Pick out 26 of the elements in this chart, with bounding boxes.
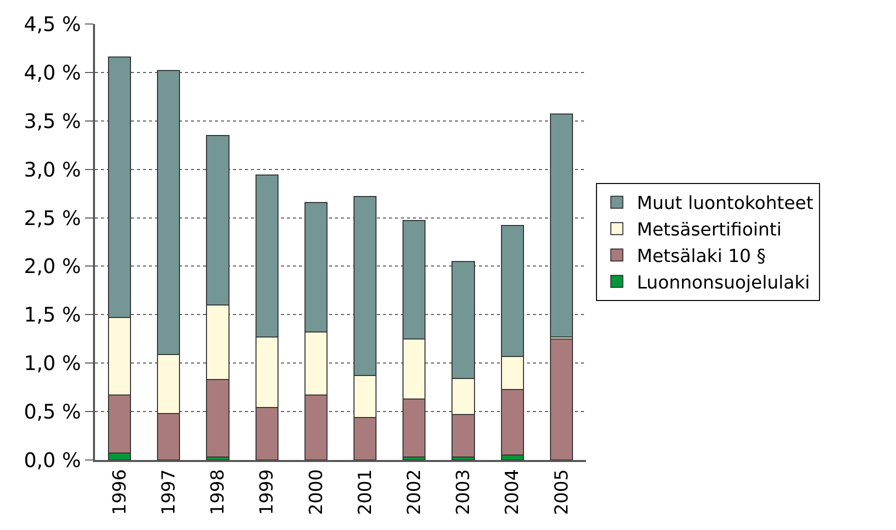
x-tick-label: 2003 <box>453 469 474 516</box>
bar <box>550 114 573 338</box>
x-tick-label: 1996 <box>109 469 130 516</box>
y-tick-label: 4,0 % <box>24 60 81 84</box>
legend-label: Muut luontokohteet <box>636 193 814 214</box>
legend-label: Metsäsertifiointi <box>636 220 782 241</box>
x-tick-label: 2002 <box>404 469 425 516</box>
y-tick-label: 0,5 % <box>24 400 81 424</box>
x-tick-label: 2004 <box>502 469 524 516</box>
legend-label: Luonnonsuojelulaki <box>636 272 810 294</box>
x-tick-label: 2000 <box>306 469 327 516</box>
y-tick-label: 2,0 % <box>24 254 81 278</box>
y-tick-label: 4,5 % <box>24 12 81 36</box>
legend-label: Metsälaki 10 § <box>636 246 766 268</box>
bar <box>550 338 573 460</box>
x-tick-label: 1997 <box>158 469 180 516</box>
y-tick-label: 2,5 % <box>24 206 81 230</box>
x-tick-label: 1998 <box>208 469 229 516</box>
x-tick-label: 2001 <box>354 469 376 516</box>
x-tick-label: 1999 <box>256 469 278 516</box>
y-tick-label: 0,0 % <box>24 448 81 472</box>
y-tick-label: 3,0 % <box>24 157 81 182</box>
y-tick-label: 1,0 % <box>24 351 81 376</box>
x-tick-label: 2005 <box>551 469 572 516</box>
y-tick-label: 1,5 % <box>24 302 81 327</box>
y-tick-label: 3,5 % <box>24 108 81 133</box>
